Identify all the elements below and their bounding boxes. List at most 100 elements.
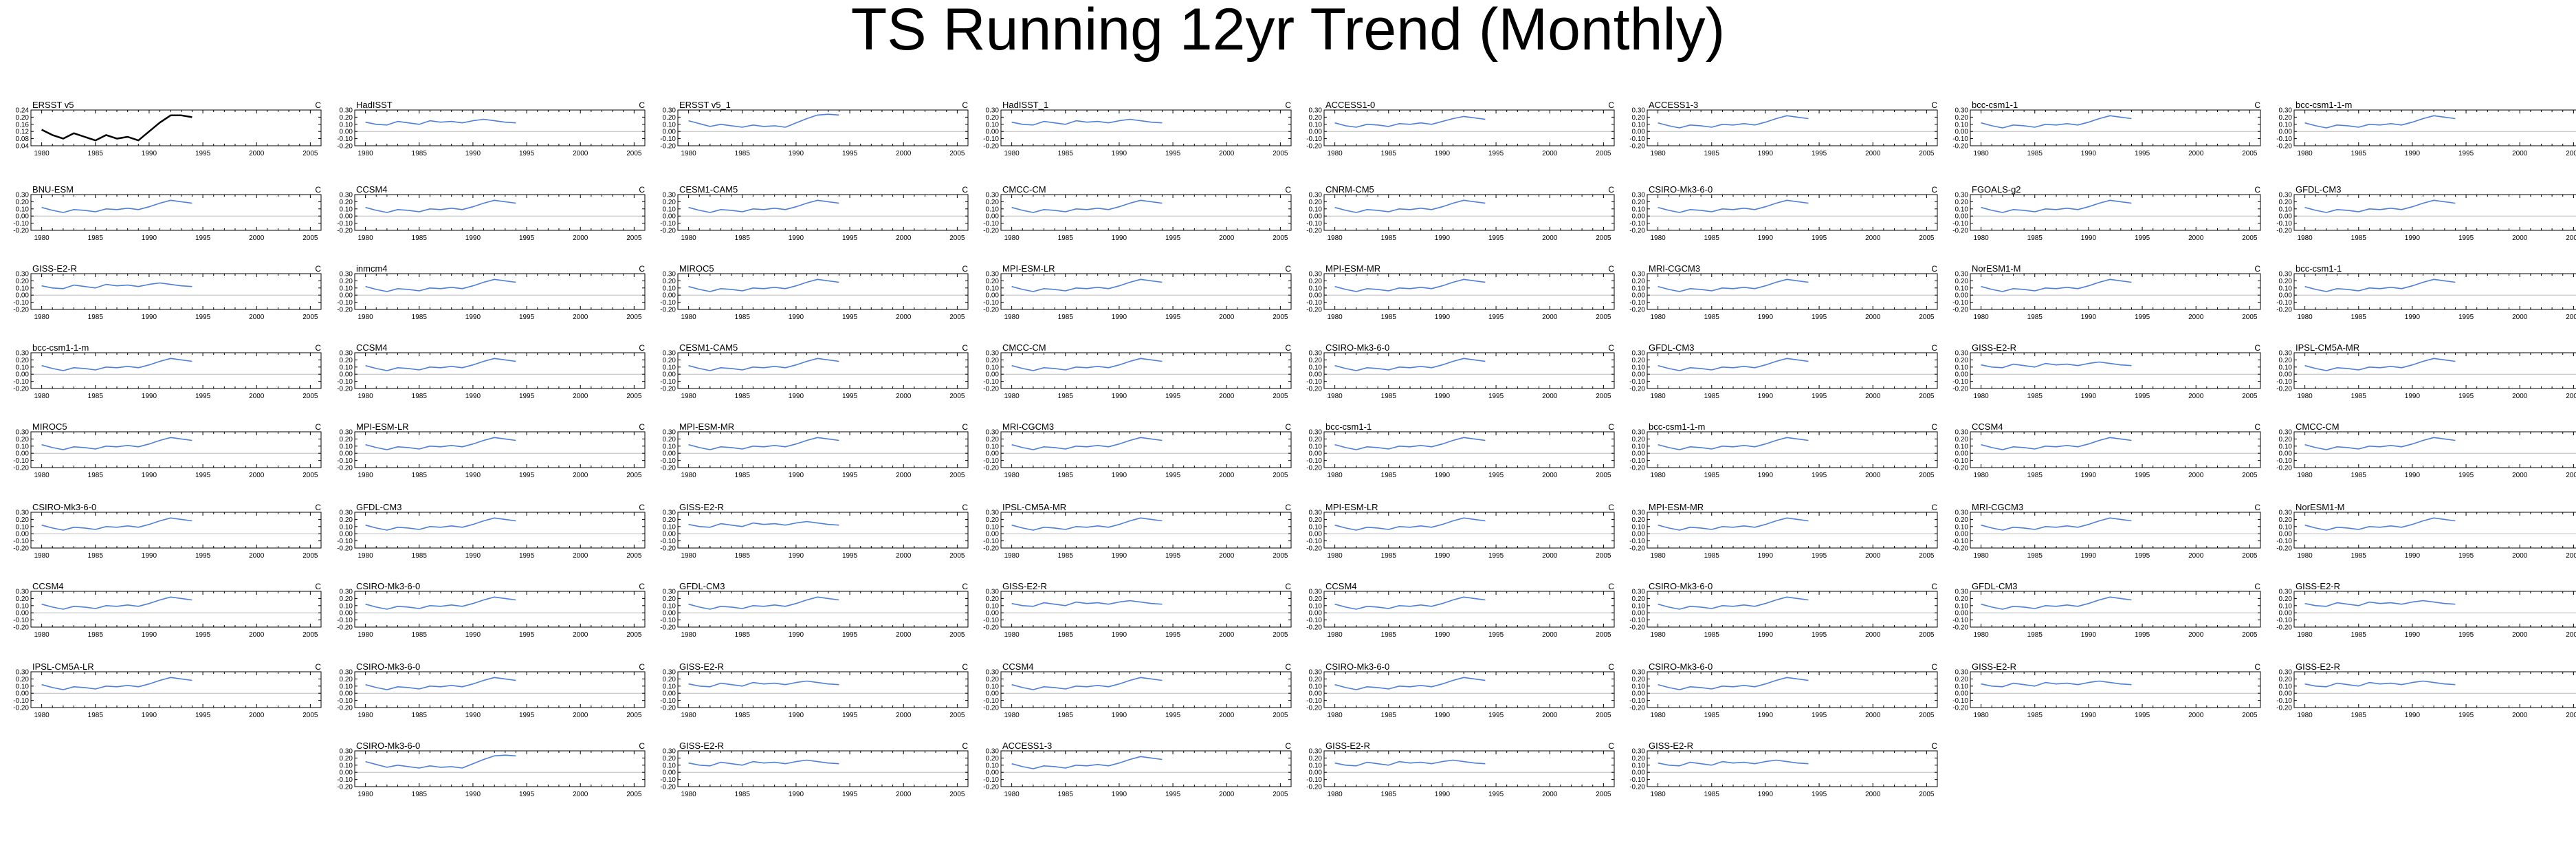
- x-tick-label: 2000: [2512, 234, 2528, 242]
- x-tick-label: 2000: [1865, 472, 1881, 479]
- x-tick-label: 1980: [1328, 631, 1343, 639]
- chart-panel: MIROC5 C 0.30 0.20 0.10 0.00 -0.10 -0.20 1980 198…: [660, 263, 1001, 347]
- series-line: [2304, 199, 2456, 213]
- x-tick-label: 1995: [2135, 234, 2150, 242]
- x-tick-label: 2005: [1273, 150, 1288, 157]
- y-tick-label: 0.30: [16, 192, 30, 199]
- chart-panel: CCSM4 C 0.30 0.20 0.10 0.00 -0.10 -0.20 1980 1985…: [13, 581, 354, 664]
- x-tick-label: 1985: [1058, 314, 1074, 321]
- y-tick-label: 0.20: [1309, 516, 1323, 524]
- series-line: [1658, 517, 1809, 531]
- y-tick-label: -0.10: [2276, 299, 2292, 307]
- x-tick-label: 1995: [2135, 552, 2150, 560]
- y-tick-label: 0.30: [1632, 192, 1646, 199]
- units-label: C: [2254, 264, 2260, 274]
- x-tick-label: 1990: [1758, 150, 1774, 157]
- x-tick-label: 2005: [626, 472, 642, 479]
- x-tick-label: 2005: [949, 472, 965, 479]
- y-tick-label: -0.20: [1952, 307, 1968, 314]
- x-tick-label: 2000: [1219, 314, 1235, 321]
- y-tick-label: 0.10: [986, 121, 1000, 129]
- y-tick-label: 0.20: [1309, 199, 1323, 206]
- x-tick-label: 1990: [1112, 150, 1127, 157]
- y-tick-label: -0.20: [983, 143, 999, 151]
- y-tick-label: -0.20: [13, 386, 29, 393]
- panel-plot: CCSM4 C 0.300.200.100.00-0.10-0.20 1980 1985…: [13, 581, 322, 639]
- units-label: C: [315, 503, 321, 512]
- y-tick-label: 0.10: [340, 602, 353, 610]
- x-tick-label: 2005: [1919, 472, 1935, 479]
- panel-title: MPI-ESM-MR: [1325, 263, 1380, 274]
- panel-title: CESM1-CAM5: [679, 184, 738, 195]
- y-tick-label: 0.30: [663, 429, 676, 437]
- y-tick-label: -0.20: [13, 624, 29, 632]
- panel-plot: CMCC-CMC0.300.200.100.00-0.10-0.20198019…: [2276, 422, 2576, 479]
- panel-title: CCSM4: [356, 342, 388, 353]
- x-tick-label: 1990: [789, 631, 804, 639]
- x-tick-label: 2000: [1542, 150, 1558, 157]
- units-label: C: [1608, 343, 1614, 353]
- x-tick-label: 1990: [1435, 234, 1451, 242]
- x-tick-label: 1985: [412, 150, 428, 157]
- y-tick-label: 0.10: [1632, 285, 1646, 292]
- x-tick-label: 1980: [681, 631, 697, 639]
- y-tick-label: 0.20: [2279, 595, 2293, 603]
- y-tick-label: 0.20: [16, 278, 30, 285]
- panel-title: MPI-ESM-MR: [679, 422, 734, 432]
- x-tick-label: 1995: [1488, 314, 1504, 321]
- y-tick-label: 0.10: [2279, 443, 2293, 450]
- y-tick-label: 0.10: [663, 206, 676, 213]
- y-tick-label: 0.00: [2279, 213, 2293, 221]
- plot-frame: [2293, 512, 2576, 549]
- series-line: [688, 358, 839, 371]
- y-tick-label: -0.10: [660, 697, 676, 705]
- panel-title: MPI-ESM-LR: [1002, 263, 1055, 274]
- y-tick-label: -0.20: [337, 307, 353, 314]
- x-tick-label: 2000: [2512, 552, 2528, 560]
- x-tick-label: 1980: [1651, 234, 1666, 242]
- units-label: C: [962, 503, 968, 512]
- x-tick-label: 1995: [195, 472, 211, 479]
- y-tick-label: 0.30: [986, 107, 1000, 115]
- y-tick-label: -0.10: [337, 299, 353, 307]
- y-tick-label: 0.30: [340, 271, 353, 278]
- x-tick-label: 2005: [1273, 712, 1288, 719]
- x-tick-label: 1980: [681, 314, 697, 321]
- y-tick-label: 0.00: [1632, 213, 1646, 221]
- panel-title: CSIRO-Mk3-6-0: [1325, 342, 1389, 353]
- chart-panel: FGOALS-g2 C 0.30 0.20 0.10 0.00 -0.10 -0.20 1980…: [1952, 184, 2293, 267]
- panel-plot: IPSL-CM5A-LR C 0.300.200.100.00-0.10-0.20 1…: [13, 661, 322, 719]
- x-tick-label: 2005: [949, 150, 965, 157]
- y-tick-label: 0.10: [1309, 443, 1323, 450]
- y-tick-label: -0.20: [660, 307, 676, 314]
- x-tick-label: 1980: [1328, 234, 1343, 242]
- x-tick-label: 1990: [1112, 552, 1127, 560]
- y-tick-label: 0.20: [1309, 595, 1323, 603]
- y-tick-label: -0.10: [337, 378, 353, 386]
- x-tick-label: 1985: [735, 234, 751, 242]
- x-tick-label: 2000: [1542, 631, 1558, 639]
- plot-frame: [2293, 273, 2576, 310]
- y-tick-label: 0.20: [2279, 199, 2293, 206]
- x-tick-label: 1995: [519, 472, 535, 479]
- series-line: [688, 113, 839, 128]
- y-tick-label: 0.20: [663, 436, 676, 444]
- plot-frame: [1323, 273, 1615, 310]
- y-tick-label: 0.10: [986, 683, 1000, 690]
- x-tick-label: 1985: [2027, 150, 2043, 157]
- x-tick-label: 1985: [412, 393, 428, 400]
- y-tick-label: 0.10: [340, 121, 353, 129]
- y-tick-label: 0.20: [1632, 436, 1646, 444]
- plot-frame: [677, 109, 969, 146]
- x-tick-label: 1995: [1812, 314, 1827, 321]
- panel-title: MRI-CGCM3: [1972, 502, 2023, 512]
- x-tick-label: 2005: [2566, 150, 2576, 157]
- y-tick-label: 0.10: [2279, 602, 2293, 610]
- x-tick-label: 1980: [1004, 234, 1020, 242]
- y-tick-label: 0.20: [986, 199, 1000, 206]
- panel-plot: CESM1-CAM5 C 0.300.200.100.00-0.10-0.20 198…: [660, 342, 969, 400]
- series-line: [1658, 437, 1809, 450]
